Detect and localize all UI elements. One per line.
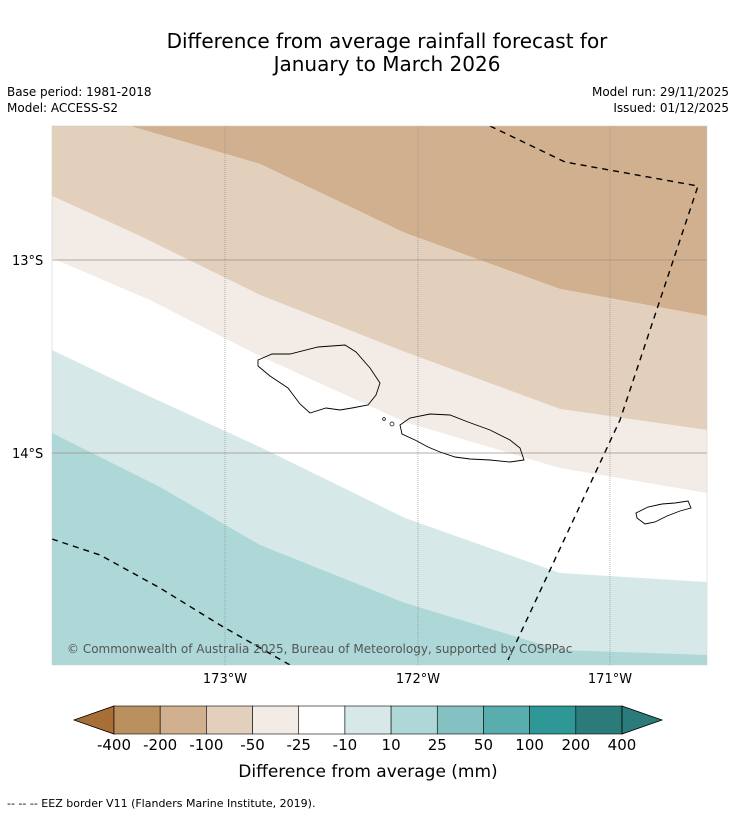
meta-left: Base period: 1981-2018 Model: ACCESS-S2 bbox=[7, 84, 152, 116]
band-plus-25 bbox=[52, 433, 707, 665]
eez-border-east bbox=[489, 126, 699, 661]
band-minus-25 bbox=[52, 196, 707, 493]
colorbar-segment bbox=[113, 705, 161, 735]
colorbar-tick-label: 200 bbox=[561, 736, 591, 754]
colorbar-extend-low bbox=[72, 705, 115, 735]
colorbar-tick-label: -10 bbox=[332, 736, 358, 754]
eez-legend: -- -- -- EEZ border V11 (Flanders Marine… bbox=[7, 797, 316, 810]
map-area: © Commonwealth of Australia 2025, Bureau… bbox=[52, 126, 707, 665]
colorbar-tick-label: -200 bbox=[143, 736, 178, 754]
eez-border-south bbox=[52, 538, 291, 665]
colorbar-segment bbox=[298, 705, 346, 735]
lon-label-172w: 172°W bbox=[396, 672, 440, 687]
colorbar-segment bbox=[436, 705, 484, 735]
colorbar bbox=[72, 705, 664, 735]
colorbar-tick-label: 100 bbox=[515, 736, 544, 754]
colorbar-segment bbox=[344, 705, 392, 735]
colorbar-segment bbox=[390, 705, 438, 735]
issued-date: Issued: 01/12/2025 bbox=[613, 101, 729, 115]
colorbar-tick-label: 25 bbox=[427, 736, 447, 754]
island-savaii bbox=[257, 344, 381, 414]
island-tutuila bbox=[635, 500, 692, 525]
colorbar-tick-label: -25 bbox=[286, 736, 311, 754]
rainfall-map: © Commonwealth of Australia 2025, Bureau… bbox=[12, 125, 708, 687]
lon-label-171w: 171°W bbox=[588, 672, 632, 687]
lat-label-13s: 13°S bbox=[12, 254, 43, 269]
copyright-text: © Commonwealth of Australia 2025, Bureau… bbox=[67, 642, 572, 656]
colorbar-segment bbox=[159, 705, 207, 735]
chart-title: Difference from average rainfall forecas… bbox=[0, 30, 736, 76]
colorbar-tick-label: 50 bbox=[473, 736, 493, 754]
colorbar-segment bbox=[575, 705, 623, 735]
lat-label-14s: 14°S bbox=[12, 447, 43, 462]
colorbar-segment bbox=[206, 705, 253, 735]
lon-label-173w: 173°W bbox=[203, 672, 247, 687]
colorbar-segment bbox=[252, 705, 300, 735]
colorbar-extend-high bbox=[621, 705, 664, 735]
island-upolu bbox=[399, 413, 525, 463]
island-manono bbox=[389, 421, 395, 427]
model-name: Model: ACCESS-S2 bbox=[7, 101, 119, 115]
band-minus-50 bbox=[52, 126, 707, 430]
colorbar-tick-label: -50 bbox=[240, 736, 265, 754]
band-minus-100 bbox=[52, 126, 707, 316]
colorbar-tick-label: -100 bbox=[189, 736, 224, 754]
meta-right: Model run: 29/11/2025 Issued: 01/12/2025 bbox=[592, 84, 729, 116]
colorbar-segments bbox=[72, 705, 664, 735]
island-apolima bbox=[382, 417, 386, 421]
colorbar-tick-label: 400 bbox=[607, 736, 637, 754]
colorbar-segment bbox=[529, 705, 577, 735]
model-run: Model run: 29/11/2025 bbox=[591, 85, 729, 99]
colorbar-tick-label: 10 bbox=[381, 736, 401, 754]
colorbar-tick-label: -400 bbox=[96, 736, 132, 754]
title-line-2: January to March 2026 bbox=[273, 52, 501, 76]
colorbar-title: Difference from average (mm) bbox=[238, 762, 498, 782]
title-line-1: Difference from average rainfall forecas… bbox=[166, 29, 608, 53]
map-frame bbox=[51, 125, 708, 666]
base-period: Base period: 1981-2018 bbox=[7, 85, 152, 99]
colorbar-segment bbox=[483, 705, 530, 735]
